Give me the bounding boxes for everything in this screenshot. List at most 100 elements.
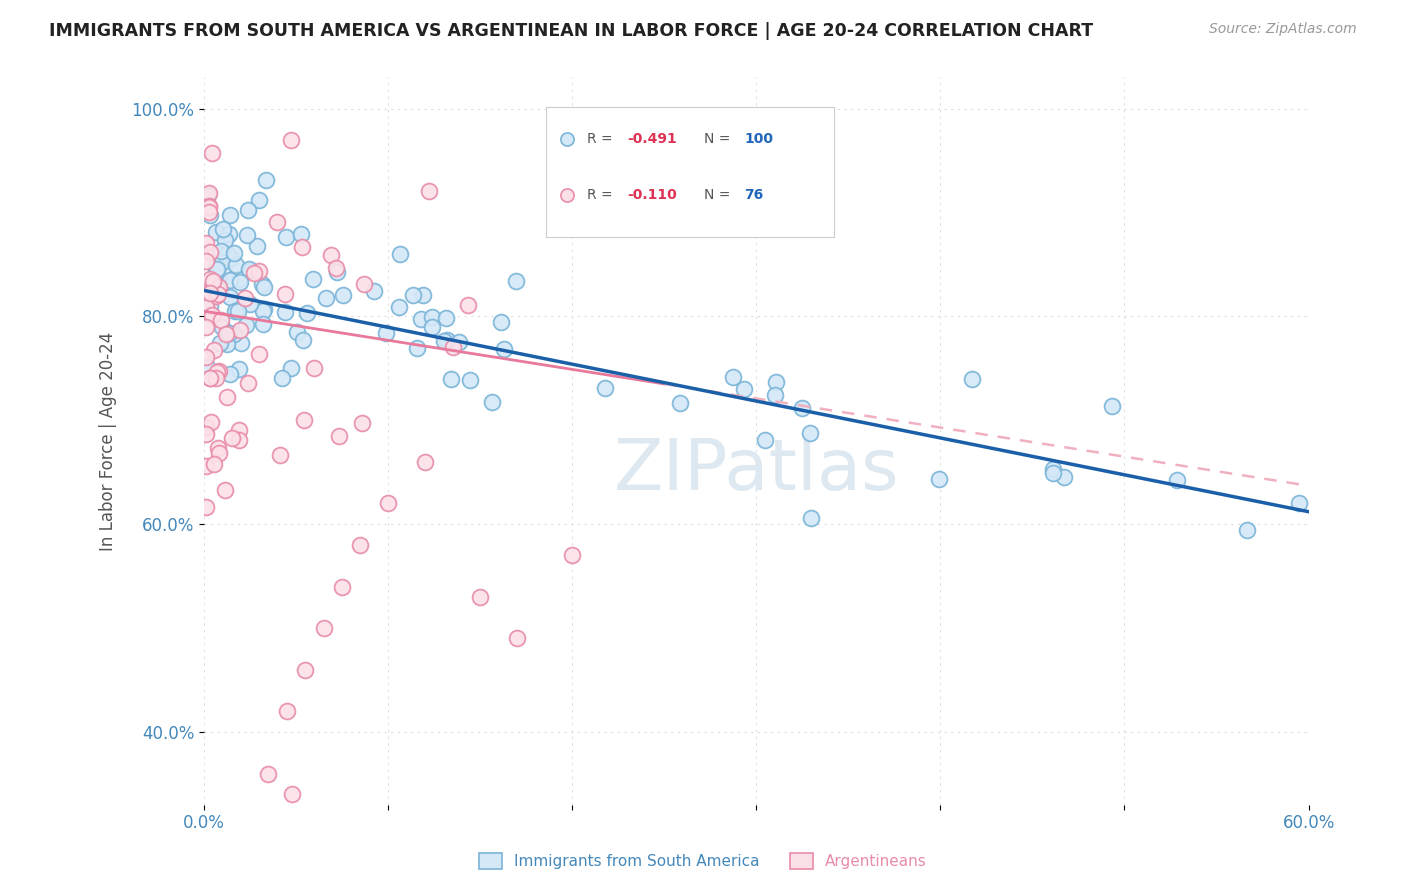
Point (207, 261, 229, 276)
Point (447, 334, 470, 349)
Point (195, 253, 218, 268)
Point (202, 458, 225, 472)
Point (800, 511, 823, 525)
Point (198, 272, 221, 286)
Point (457, 298, 479, 312)
Point (928, 472, 950, 486)
Point (247, 194, 270, 208)
Point (200, 415, 222, 429)
Point (197, 285, 219, 300)
Point (254, 172, 277, 186)
Point (668, 396, 690, 410)
Point (202, 274, 225, 288)
Point (1053, 469, 1076, 483)
Point (238, 261, 260, 276)
Point (481, 394, 503, 409)
Point (326, 265, 349, 279)
Point (205, 366, 228, 380)
Point (208, 269, 231, 284)
Point (238, 376, 260, 391)
Point (235, 318, 257, 332)
Point (319, 248, 342, 262)
Point (1166, 473, 1188, 487)
Point (198, 370, 221, 384)
Point (218, 273, 240, 287)
Point (349, 538, 371, 552)
Point (1236, 523, 1258, 537)
Point (440, 372, 463, 386)
Point (201, 273, 224, 287)
Point (269, 449, 291, 463)
Point (280, 361, 302, 376)
Point (263, 871, 285, 885)
Point (225, 258, 247, 272)
Point (733, 383, 755, 397)
Point (224, 246, 246, 260)
Point (195, 427, 218, 442)
Point (315, 291, 337, 305)
Point (388, 300, 411, 314)
Point (328, 428, 350, 442)
Point (202, 276, 225, 290)
Point (208, 336, 231, 351)
Point (233, 291, 256, 305)
Point (198, 208, 221, 222)
Point (295, 306, 318, 320)
Point (312, 621, 335, 635)
Point (212, 221, 235, 235)
Point (274, 230, 297, 244)
Text: IMMIGRANTS FROM SOUTH AMERICA VS ARGENTINEAN IN LABOR FORCE | AGE 20-24 CORRELAT: IMMIGRANTS FROM SOUTH AMERICA VS ARGENTI… (49, 22, 1094, 40)
Point (208, 446, 231, 460)
Point (960, 372, 983, 386)
Point (292, 413, 315, 427)
Point (194, 300, 217, 314)
Point (211, 320, 233, 334)
Point (721, 370, 744, 384)
Point (799, 426, 821, 441)
Point (374, 326, 396, 340)
Point (229, 336, 252, 351)
Point (765, 375, 787, 389)
Point (377, 496, 399, 510)
Point (239, 264, 262, 278)
Point (198, 299, 221, 313)
Point (207, 363, 229, 377)
Point (458, 373, 481, 387)
Y-axis label: In Labor Force | Age 20-24: In Labor Force | Age 20-24 (100, 332, 117, 550)
Point (492, 342, 515, 356)
Point (217, 390, 239, 404)
Point (214, 483, 236, 497)
Point (198, 244, 221, 259)
Point (229, 323, 252, 337)
Point (290, 227, 312, 241)
Point (201, 146, 224, 161)
Point (215, 337, 238, 351)
Point (204, 370, 226, 384)
Point (506, 632, 529, 646)
Point (353, 277, 375, 291)
Point (253, 302, 276, 317)
Point (198, 205, 221, 219)
Point (205, 263, 228, 277)
Point (242, 266, 264, 280)
Point (257, 766, 280, 780)
Point (209, 244, 232, 258)
Point (292, 333, 315, 347)
Point (194, 420, 217, 434)
Text: Source: ZipAtlas.com: Source: ZipAtlas.com (1209, 22, 1357, 37)
Point (246, 239, 269, 253)
Point (219, 251, 242, 265)
Point (763, 388, 786, 402)
Point (266, 215, 288, 229)
Point (1042, 462, 1064, 476)
Point (194, 320, 217, 334)
Point (274, 287, 297, 301)
Point (226, 304, 249, 318)
Point (754, 433, 776, 447)
Point (302, 271, 325, 285)
Point (228, 361, 250, 376)
Text: ZIPatlas: ZIPatlas (613, 435, 898, 505)
Point (195, 359, 218, 374)
Point (441, 340, 464, 354)
Point (215, 327, 238, 342)
